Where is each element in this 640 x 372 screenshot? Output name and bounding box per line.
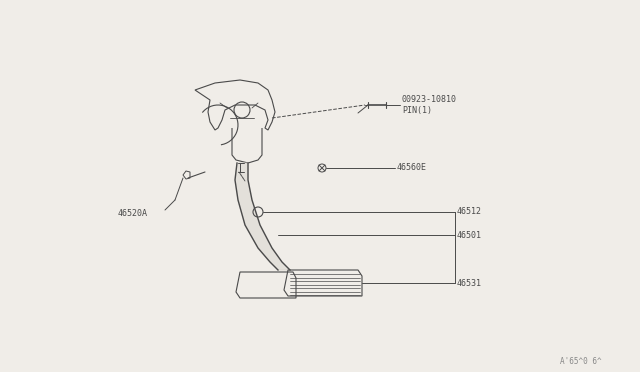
Text: 46560E: 46560E (397, 164, 427, 173)
Text: 46512: 46512 (457, 208, 482, 217)
Polygon shape (235, 163, 290, 270)
Text: 00923-10810: 00923-10810 (402, 96, 457, 105)
Text: 46531: 46531 (457, 279, 482, 288)
Text: 46520A: 46520A (118, 208, 148, 218)
Text: 46501: 46501 (457, 231, 482, 240)
Text: PIN(1): PIN(1) (402, 106, 432, 115)
Text: A'65^0 6^: A'65^0 6^ (560, 357, 602, 366)
